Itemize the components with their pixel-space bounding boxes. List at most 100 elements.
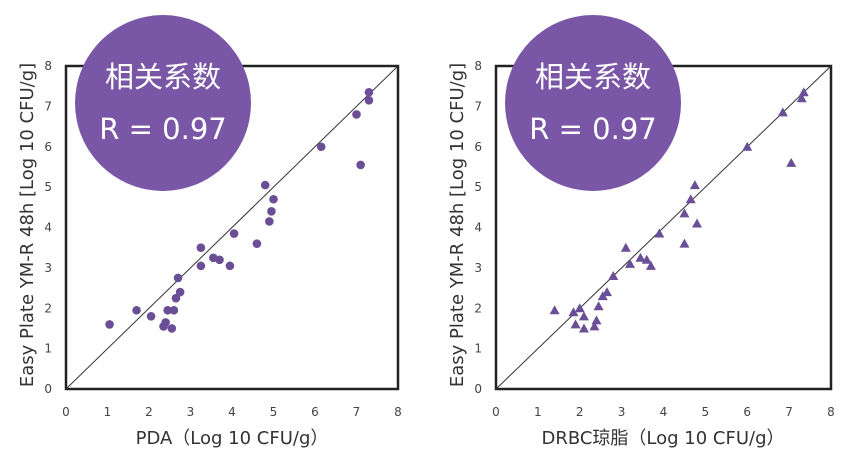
data-point-circle	[161, 318, 170, 327]
data-point-triangle	[574, 303, 585, 313]
data-point-triangle	[796, 93, 807, 103]
correlation-badge	[505, 15, 681, 191]
data-point-triangle	[654, 228, 665, 238]
data-point-circle	[171, 293, 181, 303]
x-tick-label: 8	[394, 405, 402, 419]
x-tick-label: 2	[145, 405, 153, 419]
y-axis-title: Easy Plate YM-R 48h [Log 10 CFU/g]	[17, 63, 38, 387]
data-point-circle	[364, 96, 374, 105]
data-point-circle	[267, 207, 276, 216]
reference-line	[495, 65, 832, 390]
data-point-triangle	[578, 323, 589, 333]
data-point-triangle	[625, 258, 635, 268]
data-point-circle	[215, 255, 224, 265]
data-point-triangle	[568, 307, 579, 317]
y-tick-label: 3	[44, 261, 52, 275]
y-tick-label: 2	[44, 301, 52, 315]
x-tick-label: 3	[618, 405, 626, 419]
y-tick-label: 4	[474, 221, 482, 235]
data-point-triangle	[635, 252, 646, 262]
data-point-triangle	[578, 311, 589, 321]
y-tick-label: 6	[474, 140, 482, 154]
y-tick-label: 7	[474, 99, 482, 113]
data-point-circle	[173, 273, 183, 283]
y-tick-label: 0	[44, 382, 52, 396]
y-tick-label: 6	[44, 140, 52, 154]
data-point-triangle	[591, 315, 602, 325]
y-tick-label: 1	[474, 342, 482, 356]
y-tick-label: 0	[474, 382, 482, 396]
x-tick-label: 4	[228, 405, 236, 419]
x-tick-label: 5	[270, 405, 278, 419]
data-point-circle	[105, 320, 114, 329]
x-axis-title: DRBC琼脂（Log 10 CFU/g）	[541, 428, 784, 449]
x-tick-label: 6	[743, 405, 751, 419]
data-point-circle	[316, 142, 326, 152]
data-point-triangle	[549, 305, 560, 315]
scatter-panel-drbc: 0 1 2 3 4 5 6 7 8 0 1 2 3 4 5 6 7 8 DRBC琼脂（Log 10 CFU/g） Ea…	[447, 15, 835, 449]
data-point-circle	[169, 305, 179, 315]
x-tick-label: 0	[492, 405, 500, 419]
data-point-circle	[196, 243, 206, 252]
data-point-triangle	[679, 208, 690, 218]
reference-line	[65, 65, 399, 390]
data-point-circle	[364, 87, 374, 97]
x-tick-label: 7	[785, 405, 793, 419]
x-tick-label: 5	[702, 405, 710, 419]
data-point-circle	[132, 305, 141, 315]
x-tick-label: 2	[576, 405, 584, 419]
y-tick-label: 4	[44, 221, 52, 235]
data-point-triangle	[589, 321, 600, 331]
y-tick-label: 3	[474, 261, 482, 275]
data-point-circle	[252, 239, 262, 248]
data-point-triangle	[777, 107, 788, 117]
y-tick-label: 5	[44, 180, 52, 194]
x-axis-title: PDA（Log 10 CFU/g）	[136, 428, 329, 449]
data-point-triangle	[742, 141, 753, 151]
data-point-circle	[167, 324, 177, 333]
data-point-triangle	[601, 287, 612, 297]
y-tick-label: 8	[44, 59, 52, 73]
data-point-circle	[352, 110, 361, 119]
data-point-circle	[163, 305, 172, 315]
data-point-triangle	[798, 87, 809, 97]
correlation-value: R = 0.97	[529, 112, 656, 146]
y-tick-label: 1	[44, 342, 52, 356]
data-point-triangle	[679, 238, 690, 248]
data-point-circle	[225, 261, 235, 271]
y-tick-label: 7	[44, 99, 52, 113]
data-point-triangle	[620, 242, 631, 252]
x-tick-label: 4	[660, 405, 668, 419]
data-point-circle	[356, 160, 365, 170]
data-point-triangle	[689, 180, 700, 190]
data-point-triangle	[570, 319, 581, 329]
data-point-circle	[196, 261, 206, 271]
data-point-triangle	[786, 157, 797, 167]
x-tick-label: 8	[827, 405, 835, 419]
scatter-panel-pda: 0 1 2 3 4 5 6 7 8 0 1 2 3 4 5 6 7 8 PDA（Log 10 CFU/g） Easy …	[17, 15, 402, 449]
x-tick-label: 1	[534, 405, 542, 419]
x-tick-label: 0	[62, 405, 70, 419]
data-point-triangle	[685, 194, 696, 204]
data-point-circle	[269, 194, 278, 204]
x-tick-label: 3	[187, 405, 195, 419]
data-point-triangle	[645, 260, 656, 270]
data-point-circle	[146, 312, 156, 321]
y-tick-label: 2	[474, 301, 482, 315]
correlation-badge	[75, 15, 251, 191]
data-point-triangle	[692, 218, 702, 228]
y-tick-label: 5	[474, 180, 482, 194]
data-point-circle	[229, 229, 239, 238]
correlation-value: R = 0.97	[99, 112, 226, 146]
correlation-label: 相关系数	[535, 60, 651, 94]
x-tick-label: 7	[353, 405, 361, 419]
data-point-triangle	[608, 270, 619, 280]
y-tick-label: 8	[474, 59, 482, 73]
y-axis-title: Easy Plate YM-R 48h [Log 10 CFU/g]	[447, 63, 468, 387]
data-point-circle	[175, 287, 185, 297]
x-tick-label: 1	[104, 405, 112, 419]
data-point-circle	[265, 217, 274, 226]
data-point-circle	[260, 180, 270, 190]
x-tick-label: 6	[311, 405, 319, 419]
